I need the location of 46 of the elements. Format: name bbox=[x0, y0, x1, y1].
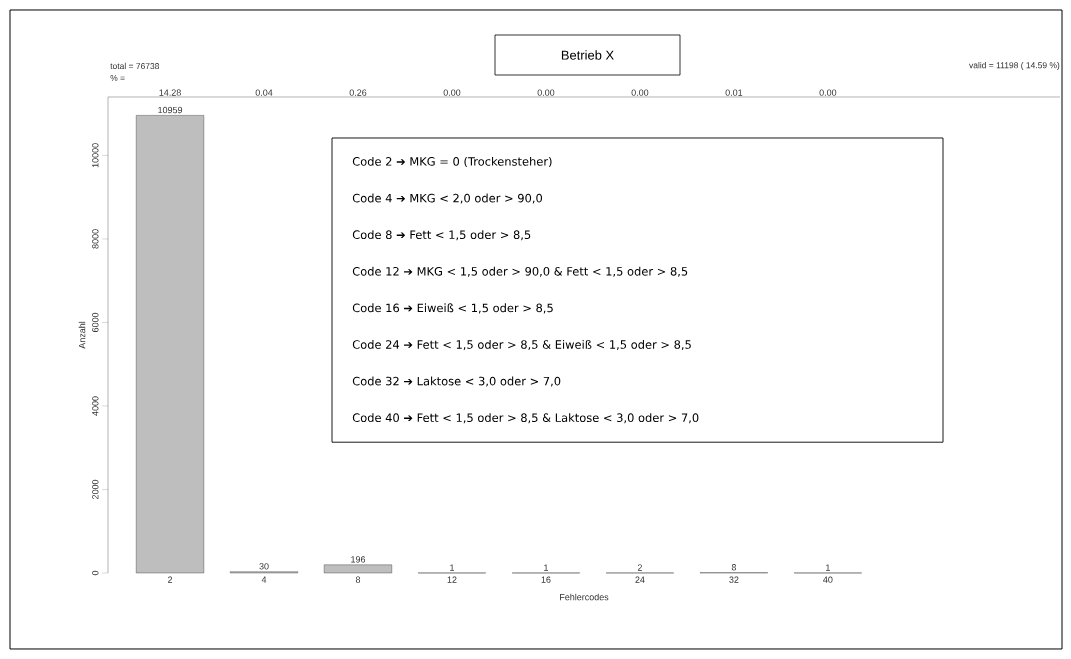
annotation: Code 24 ➔ Fett < 1,5 oder > 8,5 & Eiweiß < 1,5 oder > 8,5 bbox=[352, 339, 691, 350]
y-tick-label: 6000 bbox=[92, 312, 99, 332]
y-axis-title: Anzahl bbox=[78, 321, 86, 349]
text: 0.00 bbox=[819, 89, 837, 96]
y-tick-label: 10000 bbox=[92, 143, 99, 168]
chart-title: Betrieb X bbox=[561, 50, 614, 60]
text: 0.00 bbox=[537, 89, 555, 96]
text: 14.28 bbox=[159, 89, 181, 96]
x-tick-label: 32 bbox=[729, 576, 739, 583]
data-label: 2 bbox=[637, 564, 642, 571]
data-label: 10959 bbox=[158, 106, 183, 114]
y-tick-label: 8000 bbox=[92, 229, 99, 249]
data-label: 1 bbox=[544, 564, 549, 571]
text: valid = 11198 ( 14.59 %) bbox=[969, 62, 1060, 70]
annotation: Code 12 ➔ MKG < 1,5 oder > 90,0 & Fett < 1,5 oder > 8,5 bbox=[352, 266, 688, 277]
text: % = bbox=[110, 75, 125, 81]
x-tick-label: 4 bbox=[261, 576, 267, 583]
x-tick-label: 12 bbox=[447, 576, 457, 583]
data-label: 1 bbox=[826, 564, 830, 571]
annotation: Code 8 ➔ Fett < 1,5 oder > 8,5 bbox=[352, 230, 531, 241]
data-label: 30 bbox=[259, 563, 269, 570]
annotation: Code 4 ➔ MKG < 2,0 oder > 90,0 bbox=[352, 193, 543, 204]
bar bbox=[323, 564, 393, 574]
annotation: Code 2 ➔ MKG = 0 (Trockensteher) bbox=[352, 156, 552, 168]
x-tick-label: 16 bbox=[541, 576, 551, 583]
bar bbox=[136, 115, 205, 574]
text: 0.26 bbox=[349, 89, 367, 96]
data-label: 196 bbox=[351, 556, 366, 563]
annotation: Code 32 ➔ Laktose < 3,0 oder > 7,0 bbox=[352, 376, 561, 387]
y-tick-label: 0 bbox=[92, 570, 99, 576]
x-tick-label: 24 bbox=[635, 576, 645, 583]
data-label: 1 bbox=[450, 564, 455, 571]
x-tick-label: 8 bbox=[355, 576, 361, 583]
text: 0.00 bbox=[443, 89, 461, 96]
annotation: Code 16 ➔ Eiweiß < 1,5 oder > 8,5 bbox=[352, 303, 553, 314]
text: 0.00 bbox=[631, 89, 649, 96]
x-tick-label: 2 bbox=[168, 576, 173, 583]
y-tick-label: 4000 bbox=[92, 396, 99, 416]
x-tick-label: 40 bbox=[823, 576, 833, 583]
annotation: Code 40 ➔ Fett < 1,5 oder > 8,5 & Laktose < 3,0 oder > 7,0 bbox=[352, 413, 699, 424]
text: 0.01 bbox=[725, 89, 743, 96]
text: total = 76738 bbox=[110, 62, 160, 70]
data-label: 8 bbox=[731, 564, 737, 571]
text: 0.04 bbox=[255, 89, 273, 96]
x-axis-title: Fehlercodes bbox=[560, 593, 609, 601]
y-tick-label: 2000 bbox=[92, 479, 99, 499]
